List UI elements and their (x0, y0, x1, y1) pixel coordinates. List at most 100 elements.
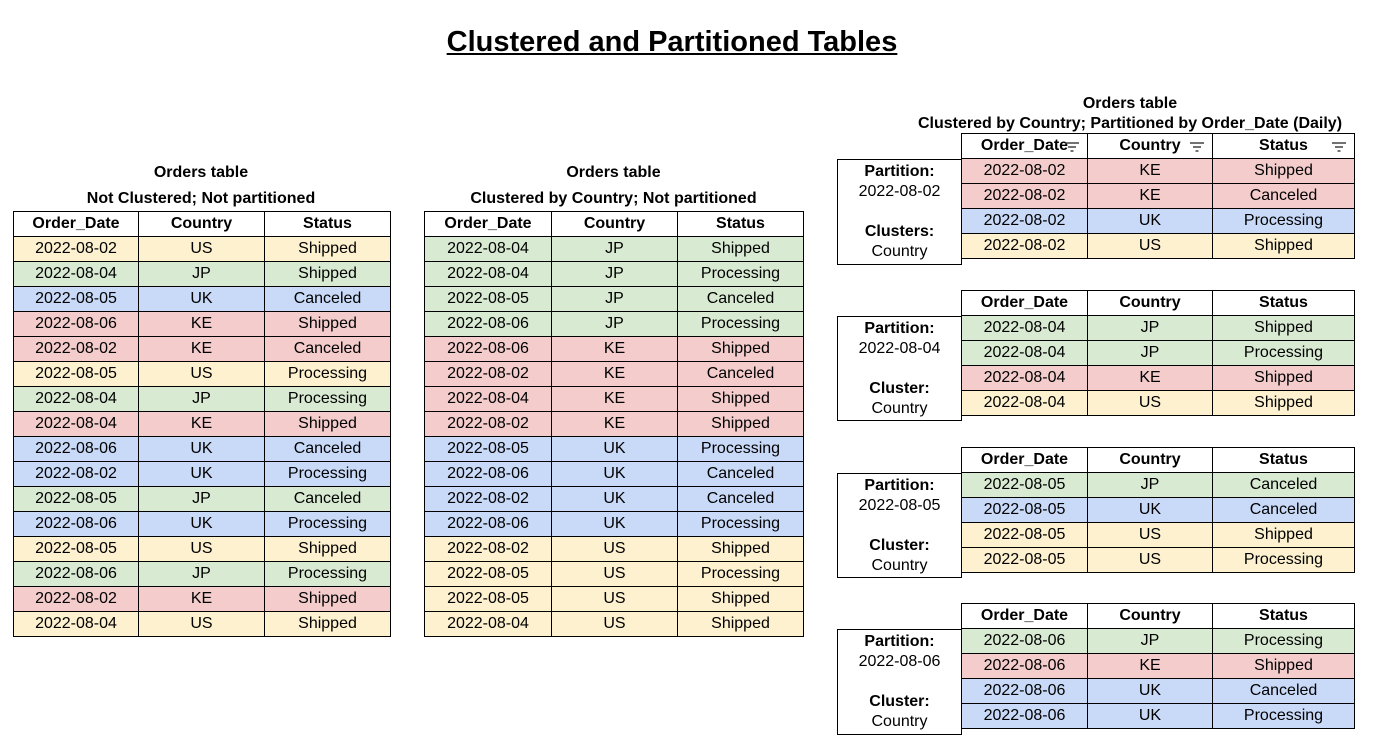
right-caption-line1: Orders table (1082, 95, 1178, 112)
country-cell: US (138, 536, 265, 562)
right-caption-line2: Clustered by Country; Partitioned by Ord… (917, 115, 1343, 132)
status-cell: Canceled (677, 486, 804, 512)
status-cell: Shipped (677, 536, 804, 562)
cluster-label: Cluster: (869, 380, 930, 397)
cluster-label: Cluster: (869, 537, 930, 554)
country-cell: JP (551, 311, 678, 337)
middle-caption-line2: Clustered by Country; Not partitioned (470, 190, 757, 207)
country-cell: US (551, 586, 678, 612)
order-date-cell: 2022-08-06 (961, 703, 1088, 729)
order-date-cell: 2022-08-05 (961, 497, 1088, 523)
order-date-cell: 2022-08-02 (961, 233, 1088, 259)
country-cell: US (1087, 233, 1213, 259)
status-cell: Shipped (1212, 158, 1355, 184)
partition-table: Order_Date Country Status 2022-08-04 JP Sh… (961, 290, 1355, 416)
table-row: 2022-08-06 JP Processing (961, 628, 1355, 654)
status-cell: Shipped (1212, 365, 1355, 391)
header-country: Country (1087, 447, 1213, 473)
table-row: 2022-08-02 UK Canceled (424, 486, 804, 512)
status-cell: Canceled (264, 336, 391, 362)
order-date-cell: 2022-08-04 (961, 315, 1088, 341)
order-date-cell: 2022-08-02 (424, 411, 552, 437)
country-cell: JP (1087, 472, 1213, 498)
header-label: Country (1119, 137, 1181, 154)
status-cell: Processing (1212, 547, 1355, 573)
status-cell: Processing (264, 386, 391, 412)
order-date-cell: 2022-08-05 (961, 522, 1088, 548)
table-row: 2022-08-06 UK Canceled (961, 678, 1355, 704)
table-row: 2022-08-02 UK Processing (13, 461, 391, 487)
order-date-cell: 2022-08-05 (424, 436, 552, 462)
page-title: Clustered and Partitioned Tables (446, 26, 898, 58)
table-row: 2022-08-06 JP Processing (424, 311, 804, 337)
status-cell: Shipped (264, 236, 391, 262)
order-date-cell: 2022-08-05 (13, 486, 139, 512)
country-cell: UK (1087, 497, 1213, 523)
header-status: Status (1212, 603, 1355, 629)
status-cell: Canceled (1212, 472, 1355, 498)
table-row: 2022-08-04 KE Shipped (13, 411, 391, 437)
table-row: 2022-08-04 JP Processing (961, 340, 1355, 366)
partition-label: Partition: (864, 477, 935, 494)
order-date-cell: 2022-08-02 (13, 236, 139, 262)
table-row: 2022-08-05 US Shipped (13, 536, 391, 562)
country-cell: JP (138, 561, 265, 587)
table-row: 2022-08-02 KE Shipped (424, 411, 804, 437)
status-cell: Shipped (264, 411, 391, 437)
table-header-row: Order_Date Country Status (961, 290, 1355, 316)
country-cell: JP (551, 261, 678, 287)
table-row: 2022-08-05 US Shipped (424, 586, 804, 612)
filter-icon[interactable] (1190, 142, 1204, 152)
country-cell: US (1087, 522, 1213, 548)
status-cell: Canceled (1212, 678, 1355, 704)
order-date-cell: 2022-08-06 (13, 511, 139, 537)
cluster-label: Cluster: (869, 693, 930, 710)
status-cell: Processing (1212, 703, 1355, 729)
table-row: 2022-08-04 US Shipped (424, 611, 804, 637)
status-cell: Shipped (677, 386, 804, 412)
table-row: 2022-08-06 UK Processing (13, 511, 391, 537)
country-cell: US (138, 236, 265, 262)
table-row: 2022-08-05 UK Canceled (961, 497, 1355, 523)
table-row: 2022-08-02 US Shipped (961, 233, 1355, 259)
left-caption-line1: Orders table (153, 164, 249, 181)
table-row: 2022-08-02 US Shipped (424, 536, 804, 562)
country-cell: JP (138, 261, 265, 287)
status-cell: Shipped (264, 311, 391, 337)
partition-value: 2022-08-06 (858, 653, 941, 670)
order-date-cell: 2022-08-05 (961, 547, 1088, 573)
status-cell: Processing (677, 511, 804, 537)
cluster-value: Country (871, 713, 928, 730)
status-cell: Shipped (264, 586, 391, 612)
table-row: 2022-08-05 UK Processing (424, 436, 804, 462)
status-cell: Canceled (264, 486, 391, 512)
status-cell: Shipped (1212, 315, 1355, 341)
country-cell: US (551, 611, 678, 637)
status-cell: Processing (264, 361, 391, 387)
table-row: 2022-08-04 KE Shipped (424, 386, 804, 412)
status-cell: Canceled (264, 436, 391, 462)
country-cell: JP (1087, 315, 1213, 341)
table-row: 2022-08-04 JP Shipped (424, 236, 804, 262)
filter-icon[interactable] (1332, 142, 1346, 152)
order-date-cell: 2022-08-05 (961, 472, 1088, 498)
table-header-row: Order_Date Country Status (961, 603, 1355, 629)
partition-label-box: Partition: 2022-08-04 Cluster: Country (837, 316, 962, 421)
status-cell: Processing (264, 511, 391, 537)
status-cell: Canceled (677, 461, 804, 487)
table-row: 2022-08-05 JP Canceled (424, 286, 804, 312)
status-cell: Canceled (677, 286, 804, 312)
country-cell: US (138, 611, 265, 637)
status-cell: Processing (264, 461, 391, 487)
country-cell: KE (138, 336, 265, 362)
order-date-cell: 2022-08-05 (424, 586, 552, 612)
status-cell: Shipped (677, 611, 804, 637)
header-country: Country (138, 211, 265, 237)
header-label: Order_Date (980, 137, 1069, 154)
order-date-cell: 2022-08-06 (961, 653, 1088, 679)
status-cell: Canceled (1212, 183, 1355, 209)
filter-icon[interactable] (1065, 142, 1079, 152)
table-row: 2022-08-04 JP Processing (424, 261, 804, 287)
order-date-cell: 2022-08-05 (424, 561, 552, 587)
table-row: 2022-08-06 UK Processing (961, 703, 1355, 729)
